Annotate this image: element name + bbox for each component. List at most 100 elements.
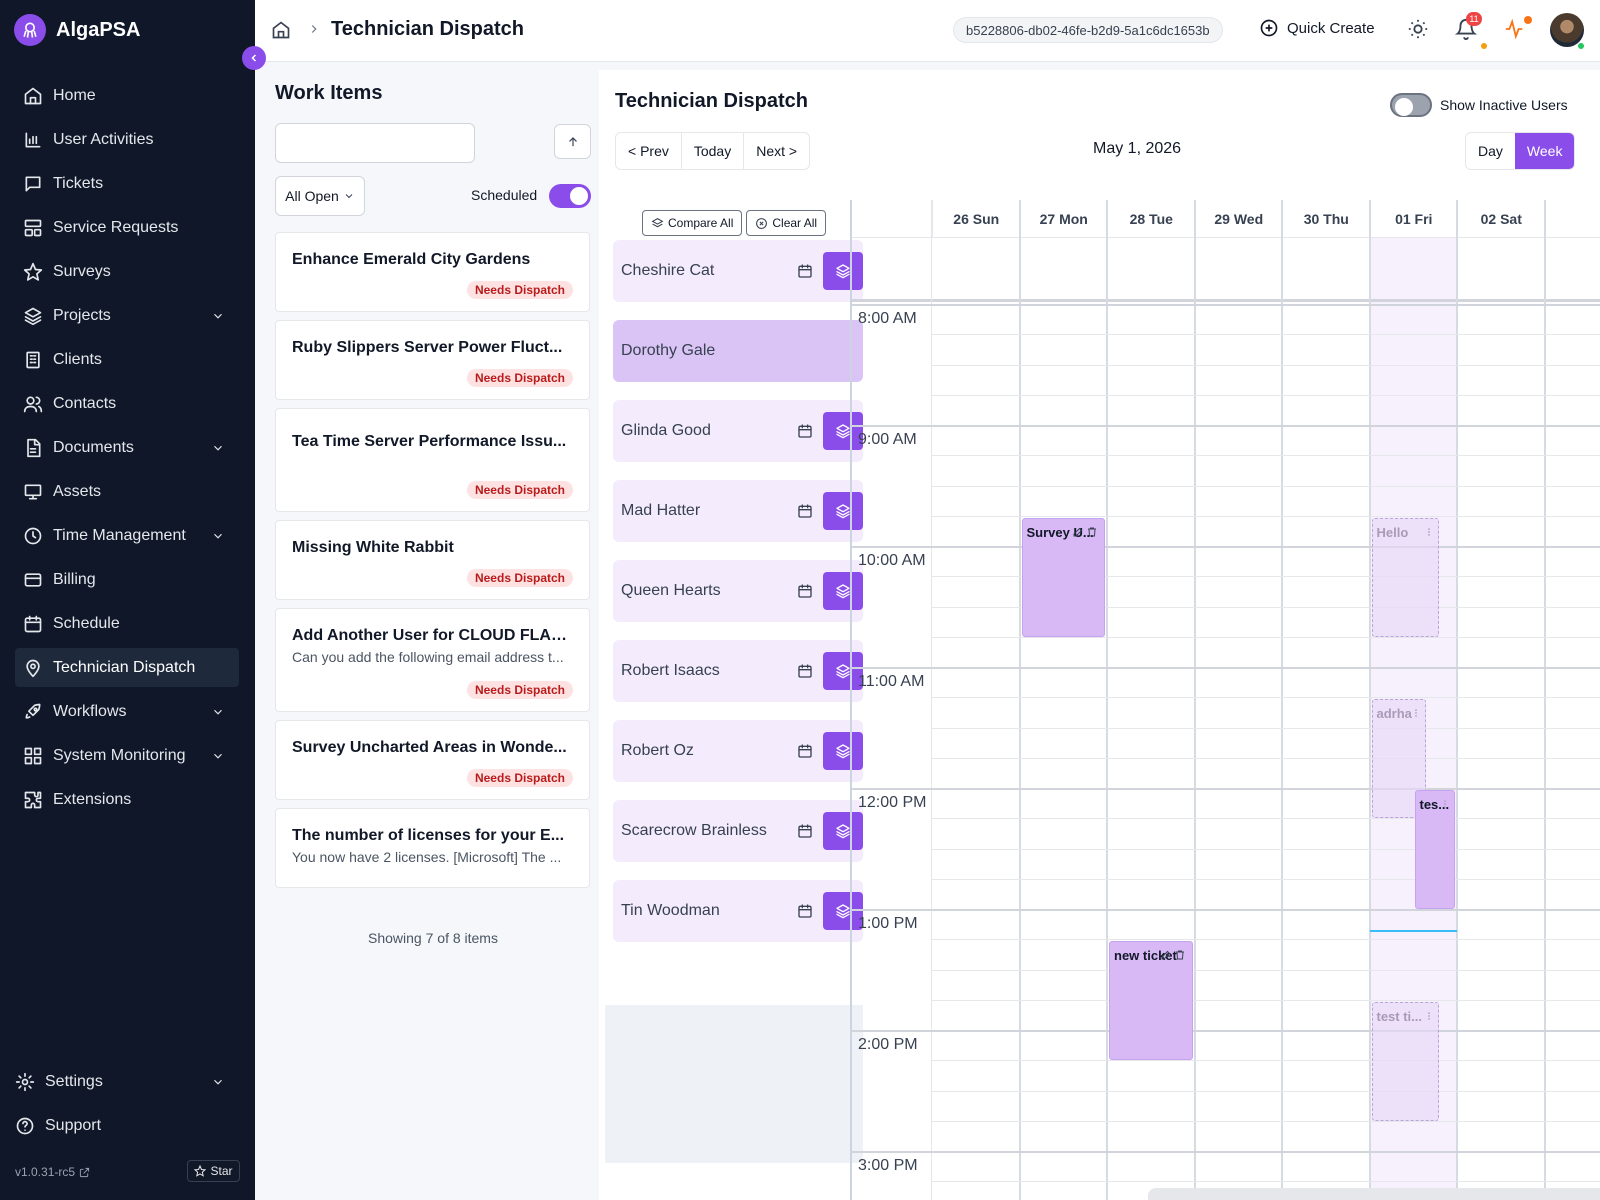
activity-button[interactable] [1503, 18, 1525, 40]
sidebar-item-settings[interactable]: Settings [15, 1062, 239, 1101]
today-button[interactable]: Today [682, 133, 745, 169]
technician-calendar-button[interactable] [797, 423, 813, 439]
layers-icon [836, 664, 850, 679]
notifications-button[interactable] [1455, 18, 1477, 40]
next-button[interactable]: Next > [756, 143, 798, 159]
technician-compare-button[interactable] [823, 572, 863, 610]
quick-create-button[interactable]: Quick Create [1259, 18, 1375, 38]
technician-row-robert-isaacs[interactable]: Robert Isaacs [613, 640, 863, 702]
sidebar-item-workflows[interactable]: Workflows [15, 692, 239, 731]
sidebar-item-extensions[interactable]: Extensions [15, 780, 239, 819]
technician-calendar-button[interactable] [797, 903, 813, 919]
sidebar-item-tickets[interactable]: Tickets [15, 164, 239, 203]
technician-calendar-button[interactable] [797, 823, 813, 839]
clear-all-button[interactable]: Clear All [746, 210, 827, 236]
technician-row-glinda-good[interactable]: Glinda Good [613, 400, 863, 462]
day-header[interactable]: 01 Fri [1369, 200, 1458, 238]
calendar-event[interactable]: tes... [1414, 790, 1455, 909]
event-menu-button[interactable] [1424, 526, 1434, 538]
day-header[interactable]: 26 Sun [932, 200, 1020, 238]
day-header[interactable]: 29 Wed [1194, 200, 1283, 238]
technician-row-scarecrow-brainless[interactable]: Scarecrow Brainless [613, 800, 863, 862]
sidebar-item-user-activities[interactable]: User Activities [15, 120, 239, 159]
technician-row-dorothy-gale[interactable]: Dorothy Gale [613, 320, 863, 382]
technician-compare-button[interactable] [823, 812, 863, 850]
prev-button[interactable]: < Prev [616, 133, 682, 169]
day-header[interactable]: 02 Sat [1457, 200, 1545, 238]
work-item-card[interactable]: The number of licenses for your E... You … [275, 808, 590, 888]
sidebar-item-projects[interactable]: Projects [15, 296, 239, 335]
technician-calendar-button[interactable] [797, 743, 813, 759]
technician-compare-button[interactable] [823, 412, 863, 450]
sidebar-item-label: Schedule [53, 614, 120, 632]
calendar-event[interactable]: Survey U... [1021, 517, 1105, 637]
calendar-event[interactable]: Hello [1371, 517, 1439, 637]
edit-event-button[interactable] [1072, 526, 1084, 538]
tenant-id-pill[interactable]: b5228806-db02-46fe-b2d9-5a1c6dc1653b [953, 17, 1223, 43]
sidebar-item-schedule[interactable]: Schedule [15, 604, 239, 643]
sidebar-item-documents[interactable]: Documents [15, 428, 239, 467]
delete-event-button[interactable] [1086, 526, 1098, 538]
calendar-event[interactable]: test ti... [1371, 1001, 1439, 1121]
sidebar-collapse-button[interactable] [242, 46, 266, 70]
sidebar-item-clients[interactable]: Clients [15, 340, 239, 379]
event-menu-button[interactable] [1411, 707, 1421, 719]
sidebar-item-service-requests[interactable]: Service Requests [15, 208, 239, 247]
sidebar-item-support[interactable]: Support [15, 1106, 239, 1145]
nav-icon-wrap [23, 570, 43, 590]
technician-row-cheshire-cat[interactable]: Cheshire Cat [613, 240, 863, 302]
scheduled-toggle[interactable] [549, 184, 591, 208]
event-menu-button[interactable] [1424, 1010, 1434, 1022]
quarter-line [932, 1060, 1600, 1062]
breadcrumb-home[interactable] [271, 20, 291, 40]
day-view-button[interactable]: Day [1478, 143, 1503, 159]
sidebar-item-system-monitoring[interactable]: System Monitoring [15, 736, 239, 775]
delete-event-button[interactable] [1174, 949, 1186, 961]
sidebar-item-time-management[interactable]: Time Management [15, 516, 239, 555]
technician-compare-button[interactable] [823, 252, 863, 290]
technician-compare-button[interactable] [823, 652, 863, 690]
user-avatar[interactable] [1550, 13, 1584, 47]
sidebar-item-billing[interactable]: Billing [15, 560, 239, 599]
technician-compare-button[interactable] [823, 732, 863, 770]
theme-toggle-button[interactable] [1407, 18, 1429, 40]
day-header[interactable]: 27 Mon [1019, 200, 1108, 238]
technician-row-mad-hatter[interactable]: Mad Hatter [613, 480, 863, 542]
day-header[interactable]: 30 Thu [1282, 200, 1370, 238]
sidebar-item-surveys[interactable]: Surveys [15, 252, 239, 291]
work-item-card[interactable]: Survey Uncharted Areas in Wonde... Needs … [275, 720, 590, 800]
technician-row-queen-hearts[interactable]: Queen Hearts [613, 560, 863, 622]
work-item-card[interactable]: Missing White Rabbit Needs Dispatch [275, 520, 590, 600]
edit-event-button[interactable] [1160, 949, 1172, 961]
sidebar-item-contacts[interactable]: Contacts [15, 384, 239, 423]
event-menu-button[interactable] [1440, 798, 1450, 810]
version-link[interactable]: v1.0.31-rc5 [15, 1165, 90, 1179]
work-item-card[interactable]: Tea Time Server Performance Issu... Needs… [275, 408, 590, 512]
nav-icon-wrap [23, 482, 43, 502]
status-filter-select[interactable]: All Open [275, 176, 365, 216]
technician-calendar-button[interactable] [797, 263, 813, 279]
week-calendar: 26 Sun 27 Mon 28 Tue 29 Wed 30 Thu 01 Fri 02 S… [850, 200, 1600, 1200]
work-items-search-input[interactable] [275, 123, 475, 163]
sidebar-item-home[interactable]: Home [15, 76, 239, 115]
sidebar-item-assets[interactable]: Assets [15, 472, 239, 511]
technician-calendar-button[interactable] [797, 663, 813, 679]
compare-all-button[interactable]: Compare All [642, 210, 743, 236]
technician-compare-button[interactable] [823, 492, 863, 530]
technician-calendar-button[interactable] [797, 503, 813, 519]
brand[interactable]: AlgaPSA [14, 14, 140, 46]
work-item-card[interactable]: Enhance Emerald City Gardens Needs Dispat… [275, 232, 590, 312]
day-header[interactable]: 28 Tue [1107, 200, 1195, 238]
github-star-button[interactable]: Star [187, 1160, 240, 1182]
technician-compare-button[interactable] [823, 892, 863, 930]
work-item-card[interactable]: Ruby Slippers Server Power Fluct... Needs… [275, 320, 590, 400]
work-item-card[interactable]: Add Another User for CLOUD FLARE Can you … [275, 608, 590, 712]
show-inactive-toggle[interactable] [1390, 93, 1432, 117]
sort-direction-button[interactable] [554, 124, 591, 159]
technician-row-tin-woodman[interactable]: Tin Woodman [613, 880, 863, 942]
technician-calendar-button[interactable] [797, 583, 813, 599]
week-view-button[interactable]: Week [1514, 133, 1575, 169]
calendar-event[interactable]: new ticket [1109, 941, 1193, 1061]
sidebar-item-technician-dispatch[interactable]: Technician Dispatch [15, 648, 239, 687]
technician-row-robert-oz[interactable]: Robert Oz [613, 720, 863, 782]
